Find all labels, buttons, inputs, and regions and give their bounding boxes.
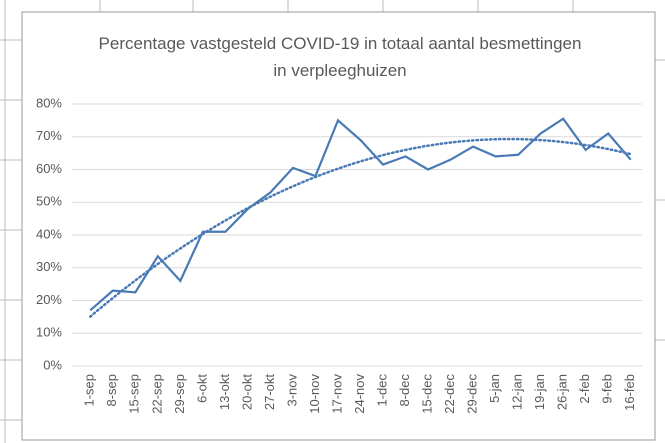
x-tick-label: 3-nov	[284, 374, 299, 407]
x-tick-label: 22-sep	[149, 374, 164, 414]
x-tick-label: 27-okt	[262, 374, 277, 411]
x-tick-label: 2-feb	[577, 374, 592, 404]
x-tick-label: 15-dec	[419, 374, 434, 414]
x-tick-label: 13-okt	[217, 374, 232, 411]
x-tick-label: 29-sep	[172, 374, 187, 414]
y-tick-label: 40%	[36, 226, 62, 241]
y-tick-label: 60%	[36, 161, 62, 176]
x-tick-label: 9-feb	[600, 374, 615, 404]
x-tick-label: 10-nov	[307, 374, 322, 414]
x-tick-label: 16-feb	[622, 374, 637, 411]
x-tick-label: 19-jan	[532, 374, 547, 410]
x-tick-label: 8-sep	[104, 374, 119, 407]
x-tick-label: 12-jan	[510, 374, 525, 410]
x-tick-label: 8-dec	[397, 374, 412, 407]
x-tick-label: 17-nov	[329, 374, 344, 414]
chart-area	[21, 11, 656, 441]
x-tick-label: 5-jan	[487, 374, 502, 403]
x-tick-label: 6-okt	[194, 374, 209, 403]
y-tick-label: 20%	[36, 292, 62, 307]
y-tick-label: 50%	[36, 194, 62, 209]
x-tick-label: 20-okt	[239, 374, 254, 411]
x-tick-label: 1-sep	[82, 374, 97, 407]
x-tick-label: 29-dec	[465, 374, 480, 414]
y-tick-label: 10%	[36, 325, 62, 340]
trendline	[89, 137, 632, 318]
x-tick-label: 1-dec	[374, 374, 389, 407]
x-tick-label: 24-nov	[352, 374, 367, 414]
x-tick-label: 26-jan	[555, 374, 570, 410]
chart-title: Percentage vastgesteld COVID-19 in totaa…	[99, 34, 582, 80]
y-tick-label: 0%	[43, 357, 62, 372]
x-tick-label: 15-sep	[127, 374, 142, 414]
line	[89, 117, 632, 312]
y-tick-label: 80%	[36, 95, 62, 110]
x-tick-label: 22-dec	[442, 374, 457, 414]
y-tick-label: 70%	[36, 128, 62, 143]
y-tick-label: 30%	[36, 259, 62, 274]
